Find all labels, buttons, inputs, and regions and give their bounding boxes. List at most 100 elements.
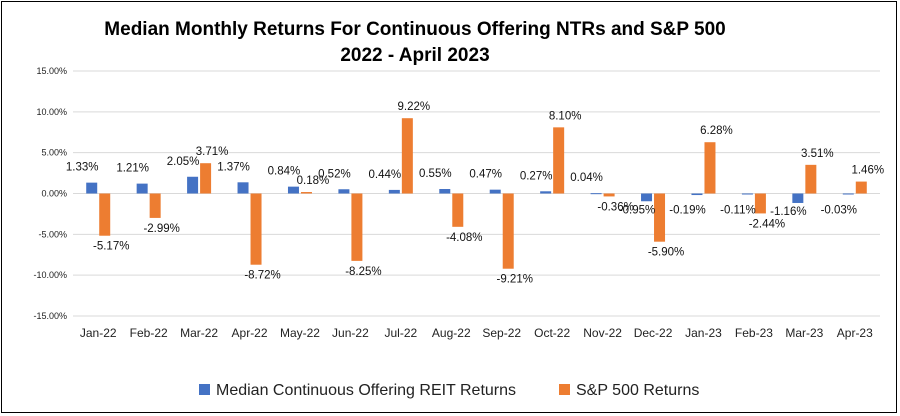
bar-reit xyxy=(388,189,400,194)
bar-reit xyxy=(287,186,299,194)
data-label-reit: 0.47% xyxy=(469,169,502,181)
bar-sp500 xyxy=(805,164,817,194)
data-label-reit: 0.84% xyxy=(268,166,301,178)
bar-reit xyxy=(741,193,753,195)
data-label-sp500: -8.72% xyxy=(244,270,280,282)
bar-reit xyxy=(641,193,653,202)
bar-sp500 xyxy=(351,193,363,261)
x-tick-label: May-22 xyxy=(280,326,320,340)
data-label-reit: 0.27% xyxy=(520,170,553,182)
gridlines xyxy=(73,70,880,317)
bar-sp500 xyxy=(401,118,413,194)
data-label-reit: -0.11% xyxy=(720,205,756,217)
data-label-sp500: 6.28% xyxy=(700,125,733,137)
x-tick-label: Jan-23 xyxy=(685,326,722,340)
bar-sp500 xyxy=(754,193,766,214)
x-tick-label: Feb-23 xyxy=(735,326,773,340)
data-label-sp500: -4.08% xyxy=(446,232,482,244)
data-label-reit: 1.21% xyxy=(116,163,149,175)
bar-reit xyxy=(187,176,199,194)
bar-reit xyxy=(338,189,350,194)
data-label-sp500: -9.21% xyxy=(497,274,533,286)
legend-swatch-reit xyxy=(199,384,210,395)
x-axis: Jan-22 Feb-22 Mar-22 Apr-22 May-22 Jun-22 Jul-… xyxy=(80,326,873,340)
chart-title-line1: Median Monthly Returns For Continuous Of… xyxy=(104,19,725,40)
bar-sp500 xyxy=(502,193,514,269)
data-label-sp500: 0.18% xyxy=(297,175,330,187)
chart-title-line2: 2022 - April 2023 xyxy=(340,45,489,66)
bar-sp500 xyxy=(200,163,212,194)
bar-sp500 xyxy=(704,142,716,194)
y-axis: 15.00% 10.00% 5.00% 0.00% -5.00% -10.00% -15.0… xyxy=(33,66,67,321)
data-label-sp500: -2.99% xyxy=(143,223,179,235)
data-label-reit: 1.37% xyxy=(217,161,250,173)
bar-reit xyxy=(237,182,249,194)
bar-reit xyxy=(439,189,451,194)
bar-sp500 xyxy=(99,193,111,236)
x-tick-label: Apr-23 xyxy=(837,326,873,340)
y-tick-label: 10.00% xyxy=(36,107,67,117)
x-tick-label: Jan-22 xyxy=(80,326,117,340)
bar-sp500 xyxy=(149,193,161,218)
data-label-reit: 2.05% xyxy=(167,156,200,168)
x-tick-label: Mar-23 xyxy=(785,326,823,340)
data-label-reit: 0.04% xyxy=(570,172,603,184)
bar-reit xyxy=(590,193,602,195)
bar-sp500 xyxy=(300,192,312,194)
bar-reit xyxy=(489,189,501,194)
bar-reit xyxy=(86,182,98,194)
x-tick-label: Aug-22 xyxy=(432,326,471,340)
bar-sp500 xyxy=(553,127,565,194)
x-tick-label: Dec-22 xyxy=(634,326,673,340)
x-tick-label: Feb-22 xyxy=(130,326,168,340)
data-label-sp500: -8.25% xyxy=(345,266,381,278)
data-label-reit: 1.33% xyxy=(66,162,99,174)
bar-reit xyxy=(136,183,148,194)
bar-reit xyxy=(540,191,552,194)
data-label-sp500: -5.90% xyxy=(648,247,684,259)
bar-reit xyxy=(691,193,703,196)
data-label-sp500: 1.46% xyxy=(851,165,884,177)
data-label-reit: -0.03% xyxy=(821,205,857,217)
x-tick-label: Nov-22 xyxy=(583,326,622,340)
legend: Median Continuous Offering REIT Returns … xyxy=(199,382,699,399)
y-tick-label: 5.00% xyxy=(41,148,67,158)
bar-reit xyxy=(842,193,854,195)
legend-label-reit: Median Continuous Offering REIT Returns xyxy=(216,382,516,399)
bar-reit xyxy=(792,193,804,203)
x-tick-label: Oct-22 xyxy=(534,326,570,340)
data-label-reit: -1.16% xyxy=(770,206,806,218)
y-tick-label: 0.00% xyxy=(41,189,67,199)
data-label-reit: -0.19% xyxy=(669,205,705,217)
bar-sp500 xyxy=(250,193,262,265)
y-tick-label: -15.00% xyxy=(33,311,67,321)
data-label-reit: 0.44% xyxy=(369,169,402,181)
bars xyxy=(86,118,867,269)
x-tick-label: Jun-22 xyxy=(332,326,369,340)
bar-sp500 xyxy=(654,193,666,242)
data-labels: 1.33% -5.17% 1.21% -2.99% 2.05%3.71% 1.37% -8.… xyxy=(66,101,884,286)
data-label-sp500: -5.17% xyxy=(93,241,129,253)
y-tick-label: 15.00% xyxy=(36,66,67,76)
data-label-sp500: 3.51% xyxy=(801,148,834,160)
y-tick-label: -10.00% xyxy=(33,270,67,280)
data-label-sp500: 3.71% xyxy=(196,146,229,158)
legend-label-sp500: S&P 500 Returns xyxy=(576,382,699,399)
data-label-sp500: -2.44% xyxy=(749,218,785,230)
y-tick-label: -5.00% xyxy=(38,229,67,239)
bar-sp500 xyxy=(855,181,867,194)
bar-sp500 xyxy=(603,193,615,197)
data-label-reit: 0.52% xyxy=(318,168,351,180)
data-label-sp500: 9.22% xyxy=(398,101,431,113)
legend-swatch-sp500 xyxy=(559,384,570,395)
bar-sp500 xyxy=(452,193,464,227)
data-label-sp500: -0.36% xyxy=(597,201,633,213)
x-tick-label: Apr-22 xyxy=(232,326,268,340)
x-tick-label: Jul-22 xyxy=(385,326,418,340)
x-tick-label: Mar-22 xyxy=(180,326,218,340)
data-label-reit: -0.95% xyxy=(619,204,655,216)
x-tick-label: Sep-22 xyxy=(482,326,521,340)
data-label-reit: 0.55% xyxy=(419,168,452,180)
data-label-sp500: 8.10% xyxy=(549,110,582,122)
